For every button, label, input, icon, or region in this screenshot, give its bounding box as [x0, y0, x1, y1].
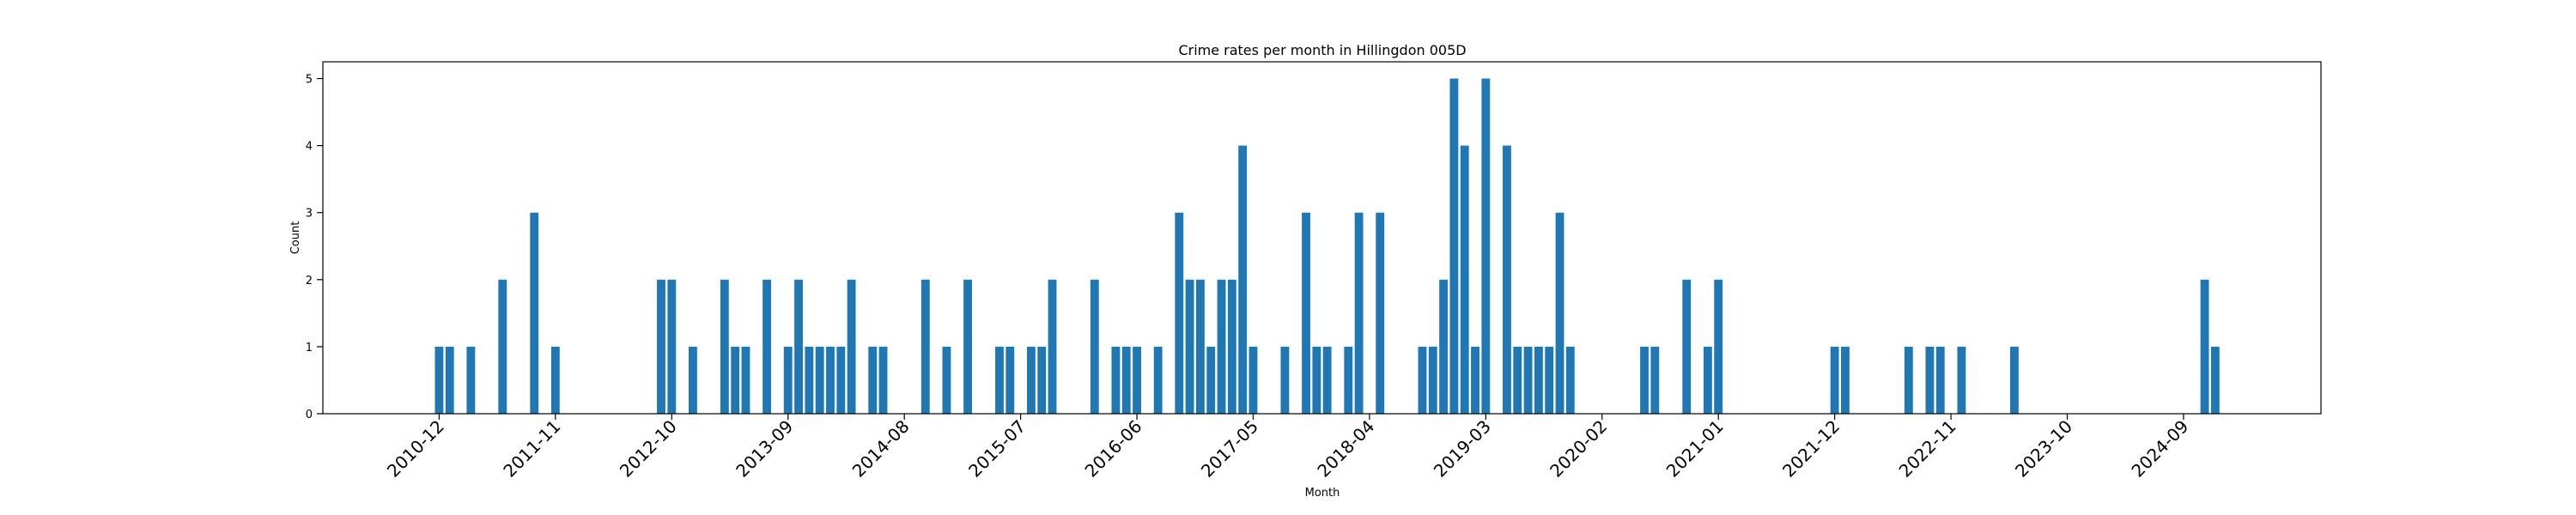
- bar: [1925, 346, 1935, 414]
- bar: [689, 346, 697, 414]
- y-tick-label: 4: [306, 141, 313, 154]
- bars-group: [434, 78, 2220, 415]
- bar: [805, 346, 814, 414]
- bar: [1714, 279, 1723, 414]
- bar: [1153, 346, 1163, 414]
- bar: [434, 346, 444, 414]
- bar: [868, 346, 878, 414]
- bar: [1185, 279, 1194, 414]
- bar: [878, 346, 888, 414]
- bar: [498, 279, 507, 414]
- bar: [1513, 346, 1522, 414]
- bar: [794, 279, 803, 414]
- x-axis-label: Month: [1305, 487, 1340, 500]
- bar: [836, 346, 846, 414]
- bar: [1481, 78, 1491, 415]
- bar: [550, 346, 560, 414]
- bar: [1354, 212, 1364, 414]
- bar: [1841, 346, 1850, 414]
- bar: [1312, 346, 1321, 414]
- bar: [1238, 145, 1248, 414]
- bar: [466, 346, 476, 414]
- bar: [1195, 279, 1205, 414]
- bar: [2210, 346, 2220, 414]
- bar: [1048, 279, 1057, 414]
- bar: [731, 346, 740, 414]
- bar: [1703, 346, 1712, 414]
- bar: [1555, 212, 1564, 414]
- bar: [1935, 346, 1945, 414]
- bar: [1650, 346, 1660, 414]
- bar: [1175, 212, 1184, 414]
- bar: [1439, 279, 1449, 414]
- bar: [1090, 279, 1099, 414]
- y-tick-label: 0: [306, 409, 313, 421]
- bar: [657, 279, 665, 414]
- bar: [1545, 346, 1554, 414]
- bar: [1957, 346, 1966, 414]
- bar: [445, 346, 454, 414]
- bar: [783, 346, 793, 414]
- bar: [1249, 346, 1258, 414]
- y-tick-label: 5: [306, 74, 313, 87]
- y-tick-label: 2: [306, 275, 313, 288]
- bar: [1121, 346, 1131, 414]
- bar: [1523, 346, 1533, 414]
- bar: [1302, 212, 1310, 414]
- chart-title: Crime rates per month in Hillingdon 005D: [1178, 42, 1466, 58]
- bar: [2200, 279, 2209, 414]
- bar: [762, 279, 772, 414]
- bar: [1449, 78, 1459, 415]
- bar: [720, 279, 729, 414]
- bar: [1534, 346, 1543, 414]
- plot-frame: [322, 61, 2322, 415]
- bar: [1227, 279, 1236, 414]
- bar: [530, 212, 539, 414]
- bar: [1217, 279, 1226, 414]
- bar: [826, 346, 835, 414]
- y-axis: 0 1 2 3 4 5: [306, 74, 323, 421]
- bar: [847, 279, 856, 414]
- bar: [995, 346, 1004, 414]
- y-tick-label: 3: [306, 208, 313, 221]
- bar: [920, 279, 930, 414]
- bar: [815, 346, 824, 414]
- bar: [1005, 346, 1015, 414]
- bar: [1640, 346, 1649, 414]
- bar: [1418, 346, 1427, 414]
- bar: [1428, 346, 1437, 414]
- bar: [942, 346, 951, 414]
- bar: [1565, 346, 1575, 414]
- bar: [667, 279, 677, 414]
- bar: [1280, 346, 1290, 414]
- bar: [1503, 145, 1511, 414]
- bar: [1904, 346, 1913, 414]
- bar: [1344, 346, 1353, 414]
- bar: [1037, 346, 1047, 414]
- bar: [1206, 346, 1216, 414]
- bar: [1322, 346, 1332, 414]
- y-axis-label: Count: [289, 221, 302, 255]
- bar: [741, 346, 750, 414]
- bar: [1830, 346, 1839, 414]
- bar: [1376, 212, 1385, 414]
- bar: [1460, 145, 1469, 414]
- bar: [1682, 279, 1692, 414]
- bar: [1471, 346, 1479, 414]
- bar: [1111, 346, 1121, 414]
- bar: [1026, 346, 1036, 414]
- y-tick-label: 1: [306, 342, 313, 354]
- bar: [963, 279, 972, 414]
- bar: [2010, 346, 2019, 414]
- bar: [1133, 346, 1141, 414]
